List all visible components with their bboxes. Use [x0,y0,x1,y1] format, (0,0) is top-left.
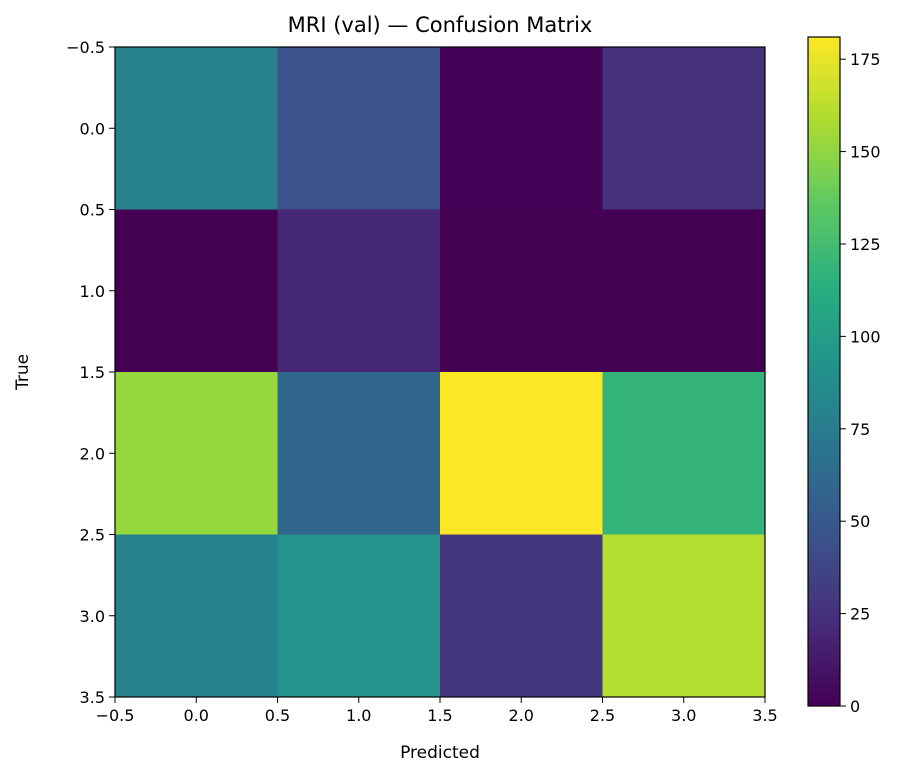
heatmap-cell-r0-c2 [440,47,603,210]
y-tick-label: 1.0 [80,282,105,301]
heatmap-cell-r2-c3 [602,372,765,535]
y-axis-label: True [13,354,33,391]
heatmap-cell-r3-c1 [277,534,440,697]
chart-title: MRI (val) — Confusion Matrix [288,13,593,37]
heatmap-cell-r0-c0 [115,47,278,210]
heatmap-cells [115,47,765,697]
colorbar-tick-label: 75 [850,420,870,439]
x-axis-label: Predicted [400,743,480,763]
heatmap-cell-r1-c3 [602,209,765,372]
colorbar [807,36,841,707]
heatmap-cell-r3-c0 [115,534,278,697]
y-tick-label: 0.5 [80,201,105,220]
colorbar-tick-label: 0 [850,697,860,716]
y-tick-label: 3.5 [80,688,105,707]
heatmap-cell-r1-c2 [440,209,603,372]
y-tick-label: 2.5 [80,526,105,545]
heatmap-cell-r1-c1 [277,209,440,372]
colorbar-tick-label: 50 [850,512,870,531]
heatmap-cell-r0-c1 [277,47,440,210]
heatmap-cell-r2-c1 [277,372,440,535]
colorbar-tick-label: 150 [850,143,881,162]
colorbar-tick-label: 25 [850,605,870,624]
colorbar-tick-label: 175 [850,50,881,69]
x-tick-label: −0.5 [96,706,135,725]
colorbar-tick-label: 100 [850,327,881,346]
y-tick-label: 0.0 [80,119,105,138]
heatmap-cell-r1-c0 [115,209,278,372]
y-tick-label: 2.0 [80,444,105,463]
heatmap-cell-r2-c2 [440,372,603,535]
x-tick-label: 0.0 [184,706,209,725]
x-tick-label: 0.5 [265,706,290,725]
x-tick-label: 3.0 [671,706,696,725]
heatmap-cell-r3-c3 [602,534,765,697]
x-axis-ticks: −0.5 0.0 0.5 1.0 1.5 2.0 2.5 3.0 3.5 [96,697,778,725]
colorbar-ticks: 0 25 50 75 100 125 150 175 [840,50,881,716]
y-tick-label: −0.5 [66,38,105,57]
heatmap-cell-r2-c0 [115,372,278,535]
x-tick-label: 1.0 [346,706,371,725]
heatmap-cell-r0-c3 [602,47,765,210]
x-tick-label: 2.5 [590,706,615,725]
colorbar-tick-label: 125 [850,235,881,254]
y-axis-ticks: −0.5 0.0 0.5 1.0 1.5 2.0 2.5 3.0 3.5 [66,38,115,707]
x-tick-label: 1.5 [427,706,452,725]
y-tick-label: 3.0 [80,607,105,626]
x-tick-label: 3.5 [752,706,777,725]
heatmap-cell-r3-c2 [440,534,603,697]
y-tick-label: 1.5 [80,363,105,382]
x-tick-label: 2.0 [509,706,534,725]
